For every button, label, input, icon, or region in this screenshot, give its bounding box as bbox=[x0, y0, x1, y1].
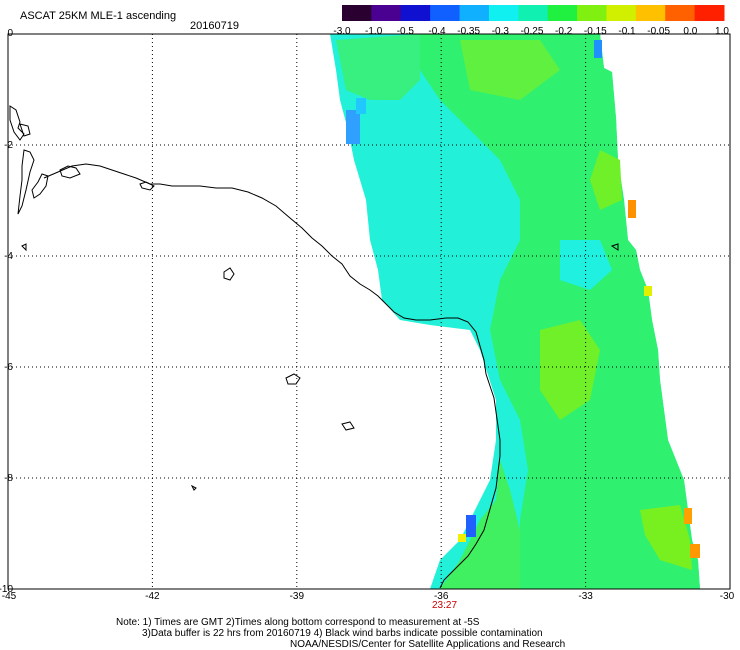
latitude-tick-label: 0 bbox=[7, 28, 13, 39]
colorbar-tick-label: -0.3 bbox=[491, 26, 509, 37]
coastline-island bbox=[610, 243, 619, 251]
colorbar-swatch bbox=[518, 5, 549, 21]
coastline-island bbox=[17, 149, 35, 215]
note-line-3: NOAA/NESDIS/Center for Satellite Applica… bbox=[290, 639, 566, 650]
colorbar-tick-label: -0.15 bbox=[583, 26, 607, 37]
colorbar-swatch bbox=[547, 5, 578, 21]
coastline-island bbox=[223, 267, 235, 281]
longitude-tick-label: -36 bbox=[433, 591, 449, 602]
pass-time-label: 23:27 bbox=[432, 600, 458, 611]
latitude-tick-label: -4 bbox=[4, 251, 13, 262]
swath-green-lower bbox=[440, 460, 520, 589]
coastline bbox=[9, 105, 619, 589]
colorbar-swatch bbox=[342, 5, 372, 21]
swath-blue-patch bbox=[594, 40, 602, 58]
colorbar-swatch bbox=[665, 5, 696, 21]
coastline-island bbox=[31, 173, 49, 199]
colorbar-swatch bbox=[488, 5, 519, 21]
swath-blue-patch bbox=[466, 515, 476, 537]
colorbar-tick-label: -0.25 bbox=[520, 26, 544, 37]
colorbar-swatch bbox=[371, 5, 402, 21]
plot-frame bbox=[7, 33, 731, 590]
longitude-tick-label: -39 bbox=[289, 591, 305, 602]
colorbar-tick-label: -0.35 bbox=[457, 26, 481, 37]
colorbar-tick-label: -0.1 bbox=[618, 26, 636, 37]
longitude-tick-label: -45 bbox=[1, 591, 17, 602]
swath-blue-patch bbox=[346, 110, 360, 144]
colorbar-swatch bbox=[606, 5, 637, 21]
swath-lime-c bbox=[640, 505, 692, 570]
note-line-1: Note: 1) Times are GMT 2)Times along bot… bbox=[116, 617, 480, 628]
colorbar-tick-label: 1.0 bbox=[715, 26, 729, 37]
swath-warm-patch bbox=[644, 286, 652, 296]
lat-lon-grid bbox=[8, 34, 730, 589]
coastline-island bbox=[19, 123, 31, 137]
colorbar-swatch bbox=[400, 5, 431, 21]
latitude-tick-label: -8 bbox=[4, 473, 13, 484]
swath-warm-patch bbox=[684, 508, 692, 524]
longitude-tick-label: -30 bbox=[719, 591, 735, 602]
colorbar-swatch bbox=[459, 5, 490, 21]
map-date: 20160719 bbox=[190, 20, 239, 32]
colorbar-tick-label: -0.2 bbox=[555, 26, 573, 37]
swath-warm-patch bbox=[690, 544, 700, 558]
colorbar-swatch bbox=[635, 5, 666, 21]
colorbar-tick-label: -0.4 bbox=[428, 26, 446, 37]
colorbar-tick-label: -1.0 bbox=[365, 26, 383, 37]
coastline-island bbox=[9, 105, 25, 141]
coastline-island bbox=[190, 484, 197, 491]
swath-blue-patch bbox=[356, 98, 366, 114]
colorbar-tick-label: 0.0 bbox=[683, 26, 698, 37]
note-line-2: 3)Data buffer is 22 hrs from 20160719 4)… bbox=[142, 628, 543, 639]
latitude-tick-label: -2 bbox=[4, 140, 13, 151]
colorbar-swatch bbox=[694, 5, 725, 21]
scatterometer-swath bbox=[330, 34, 700, 589]
colorbar bbox=[342, 5, 725, 21]
swath-lime-a bbox=[540, 320, 600, 420]
coastline-island bbox=[21, 243, 27, 252]
coastline-mainland bbox=[43, 163, 501, 589]
latitude-tick-label: -6 bbox=[4, 362, 13, 373]
swath-warm-patch bbox=[628, 200, 636, 218]
colorbar-tick-label: -0.05 bbox=[647, 26, 671, 37]
swath-green-upper-left bbox=[336, 34, 420, 100]
swath-warm-patch bbox=[458, 534, 466, 542]
swath-lime-d bbox=[460, 40, 560, 100]
coastline-island bbox=[139, 181, 155, 191]
colorbar-swatch bbox=[577, 5, 607, 21]
coastline-island bbox=[285, 373, 301, 385]
colorbar-swatch bbox=[430, 5, 461, 21]
swath-lime-b bbox=[590, 150, 622, 210]
swath-green-region bbox=[420, 34, 700, 589]
latitude-tick-label: -10 bbox=[0, 584, 13, 595]
longitude-tick-label: -42 bbox=[145, 591, 160, 602]
longitude-tick-label: -33 bbox=[578, 591, 593, 602]
coastline-island bbox=[59, 165, 81, 179]
colorbar-tick-label: -3.0 bbox=[333, 26, 351, 37]
coastline-island bbox=[341, 421, 355, 431]
map-title: ASCAT 25KM MLE-1 ascending bbox=[20, 10, 177, 22]
swath-cyan-patch bbox=[560, 240, 612, 290]
colorbar-tick-label: -0.5 bbox=[396, 26, 414, 37]
